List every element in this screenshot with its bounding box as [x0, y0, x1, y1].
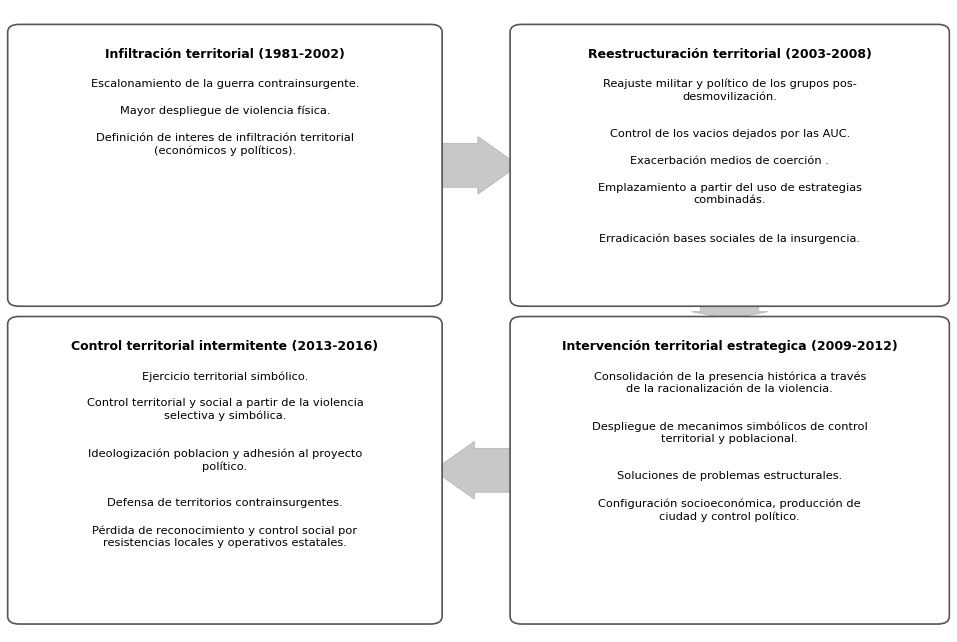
- Polygon shape: [434, 442, 519, 499]
- Text: Ideologización poblacion y adhesión al proyecto
político.: Ideologización poblacion y adhesión al p…: [88, 448, 362, 472]
- Polygon shape: [434, 136, 519, 194]
- Text: Consolidación de la presencia histórica a través
de la racionalización de la vio: Consolidación de la presencia histórica …: [593, 371, 866, 394]
- Text: Configuración socioeconómica, producción de
ciudad y control político.: Configuración socioeconómica, producción…: [598, 498, 861, 522]
- Text: Reajuste militar y político de los grupos pos-
desmovilización.: Reajuste militar y político de los grupo…: [603, 79, 857, 102]
- Text: Despliegue de mecanimos simbólicos de control
territorial y poblacional.: Despliegue de mecanimos simbólicos de co…: [591, 421, 868, 444]
- Text: Ejercicio territorial simbólico.: Ejercicio territorial simbólico.: [142, 371, 308, 381]
- Text: Pérdida de reconocimiento y control social por
resistencias locales y operativos: Pérdida de reconocimiento y control soci…: [92, 525, 358, 548]
- Text: Control territorial intermitente (2013-2016): Control territorial intermitente (2013-2…: [72, 340, 378, 353]
- FancyBboxPatch shape: [8, 24, 442, 306]
- Text: Infiltración territorial (1981-2002): Infiltración territorial (1981-2002): [105, 48, 345, 61]
- Text: Soluciones de problemas estructurales.: Soluciones de problemas estructurales.: [617, 471, 842, 482]
- Text: Control territorial y social a partir de la violencia
selectiva y simbólica.: Control territorial y social a partir de…: [86, 398, 364, 421]
- FancyBboxPatch shape: [510, 24, 949, 306]
- Polygon shape: [691, 304, 768, 319]
- Text: Exacerbación medios de coerción .: Exacerbación medios de coerción .: [631, 156, 829, 166]
- FancyBboxPatch shape: [8, 317, 442, 624]
- Text: Escalonamiento de la guerra contrainsurgente.: Escalonamiento de la guerra contrainsurg…: [91, 79, 359, 89]
- Text: Intervención territorial estrategica (2009-2012): Intervención territorial estrategica (20…: [562, 340, 898, 353]
- Text: Erradicación bases sociales de la insurgencia.: Erradicación bases sociales de la insurg…: [599, 233, 860, 243]
- Text: Reestructuración territorial (2003-2008): Reestructuración territorial (2003-2008): [588, 48, 872, 61]
- Text: Emplazamiento a partir del uso de estrategias
combinadás.: Emplazamiento a partir del uso de estrat…: [598, 183, 861, 205]
- Text: Control de los vacios dejados por las AUC.: Control de los vacios dejados por las AU…: [610, 129, 850, 139]
- Text: Definición de interes de infiltración territorial
(económicos y políticos).: Definición de interes de infiltración te…: [96, 133, 354, 156]
- FancyBboxPatch shape: [510, 317, 949, 624]
- Text: Mayor despliegue de violencia física.: Mayor despliegue de violencia física.: [120, 106, 330, 116]
- Text: Defensa de territorios contrainsurgentes.: Defensa de territorios contrainsurgentes…: [107, 498, 343, 508]
